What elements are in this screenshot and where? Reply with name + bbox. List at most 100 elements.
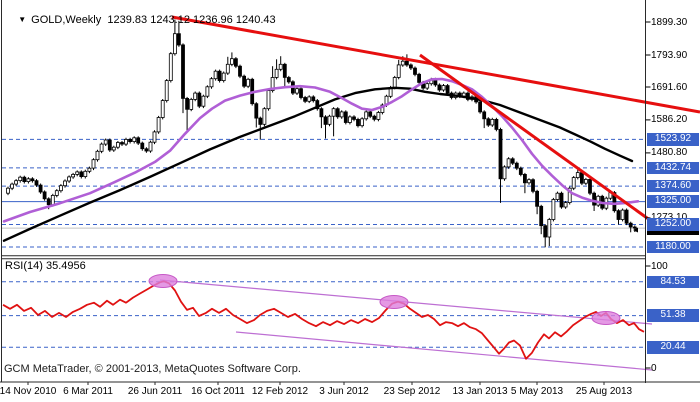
- candle-body: [63, 180, 67, 187]
- candle-body: [124, 138, 128, 145]
- candle-body: [144, 148, 149, 152]
- ellipse-annotation-1[interactable]: [148, 274, 178, 288]
- candle-body: [225, 63, 230, 74]
- candle-body: [30, 178, 35, 182]
- candle-body: [217, 70, 222, 81]
- candle-body: [189, 99, 194, 110]
- candle-body: [254, 103, 259, 119]
- candle-body: [213, 70, 218, 80]
- date-label-9: 25 Aug 2013: [575, 386, 633, 397]
- date-label-8: 5 May 2013: [510, 386, 564, 397]
- candle-body: [502, 166, 507, 180]
- price-level-chip-1180.00[interactable]: 1180.00: [647, 240, 699, 254]
- price-high: 1243.12: [150, 14, 190, 26]
- rsi-channel-lower-line[interactable]: [235, 331, 653, 371]
- ellipse-annotation-2[interactable]: [379, 295, 409, 309]
- candle-body: [286, 77, 291, 83]
- candle-body: [323, 116, 328, 125]
- candle-body: [34, 180, 39, 186]
- candle-body: [425, 83, 430, 89]
- candle-body: [632, 226, 637, 229]
- candle-body: [18, 176, 23, 181]
- price-axis-tick-1899.30: 1899.30: [651, 16, 688, 28]
- trendline-1[interactable]: [171, 15, 700, 114]
- candle-body: [368, 111, 373, 117]
- candle-body: [246, 78, 251, 87]
- candle-body: [372, 115, 377, 120]
- candle-body: [229, 58, 234, 65]
- candle-body: [482, 111, 487, 120]
- rsi-value: 35.4956: [45, 260, 86, 272]
- price-level-chip-1252.00[interactable]: 1252.00: [647, 218, 699, 231]
- candle-body: [233, 58, 238, 67]
- date-label-5: 3 Jun 2012: [319, 386, 369, 397]
- candle-body: [360, 118, 365, 127]
- candle-body: [295, 88, 299, 94]
- candle-body: [238, 65, 242, 77]
- date-label-1: 6 Mar 2011: [63, 386, 113, 397]
- ma-slow-line: [2, 86, 634, 242]
- candle-body: [307, 96, 312, 102]
- candle-body: [14, 180, 19, 185]
- ellipse-annotation-3[interactable]: [591, 311, 621, 325]
- candle-body: [136, 137, 141, 144]
- candle-body: [331, 108, 336, 117]
- rsi-line: [2, 280, 645, 360]
- candle-body: [559, 192, 564, 208]
- price-level-chip-1325.00[interactable]: 1325.00: [647, 195, 699, 208]
- candle-body: [319, 108, 324, 118]
- price-axis-tick-1793.90: 1793.90: [651, 49, 688, 61]
- main-chart-surface[interactable]: [2, 0, 645, 255]
- candle-body: [164, 80, 169, 101]
- candle-body: [201, 95, 206, 107]
- candle-body: [116, 142, 120, 148]
- candle-body: [327, 115, 332, 125]
- date-label-4: 12 Feb 2012: [251, 386, 309, 397]
- rsi-level-chip-84.53[interactable]: 84.53: [647, 275, 699, 289]
- trendline-2[interactable]: [419, 53, 655, 225]
- candle-body: [282, 63, 287, 78]
- rsi-name: RSI(14): [5, 260, 43, 272]
- chart-title: ▼ GOLD,Weekly 1239.83 1243.12 1236.96 124…: [6, 2, 276, 38]
- candle-body: [510, 158, 515, 164]
- candle-body: [588, 178, 592, 194]
- candle-body: [543, 225, 548, 238]
- candle-body: [486, 118, 491, 126]
- rsi-axis-tick-0: 0: [651, 362, 657, 374]
- candle-body: [185, 98, 190, 110]
- chart-dropdown-icon[interactable]: ▼: [18, 15, 27, 24]
- candle-body: [197, 92, 202, 107]
- candle-body: [523, 173, 527, 184]
- candle-body: [87, 167, 92, 172]
- candle-body: [140, 142, 145, 150]
- rsi-level-chip-51.38[interactable]: 51.38: [647, 309, 699, 322]
- candle-body: [10, 183, 15, 189]
- candle-body: [335, 108, 340, 118]
- candle-body: [567, 187, 572, 203]
- date-label-2: 26 Jun 2011: [127, 386, 183, 397]
- rsi-level-chip-20.44[interactable]: 20.44: [647, 341, 699, 354]
- candle-body: [339, 111, 344, 118]
- price-level-chip-1523.92[interactable]: 1523.92: [647, 133, 699, 146]
- candle-body: [120, 142, 124, 145]
- date-label-6: 23 Sep 2012: [383, 386, 441, 397]
- candle-body: [152, 131, 157, 143]
- chart-symbol-label: GOLD,Weekly: [31, 14, 102, 26]
- price-close: 1240.43: [235, 14, 276, 26]
- candle-body: [242, 75, 247, 87]
- candle-body: [396, 64, 401, 78]
- candle-body: [270, 77, 275, 92]
- candle-body: [624, 209, 629, 224]
- candle-body: [490, 119, 495, 126]
- candle-body: [311, 96, 316, 102]
- candle-body: [172, 33, 177, 55]
- price-level-chip-1374.60[interactable]: 1374.60: [647, 179, 699, 193]
- candle-body: [59, 185, 63, 192]
- price-level-chip-1432.74[interactable]: 1432.74: [647, 161, 699, 175]
- candle-body: [400, 60, 405, 66]
- candle-body: [176, 33, 181, 46]
- price-axis-tick-1691.60: 1691.60: [651, 81, 688, 93]
- candle-body: [527, 179, 531, 184]
